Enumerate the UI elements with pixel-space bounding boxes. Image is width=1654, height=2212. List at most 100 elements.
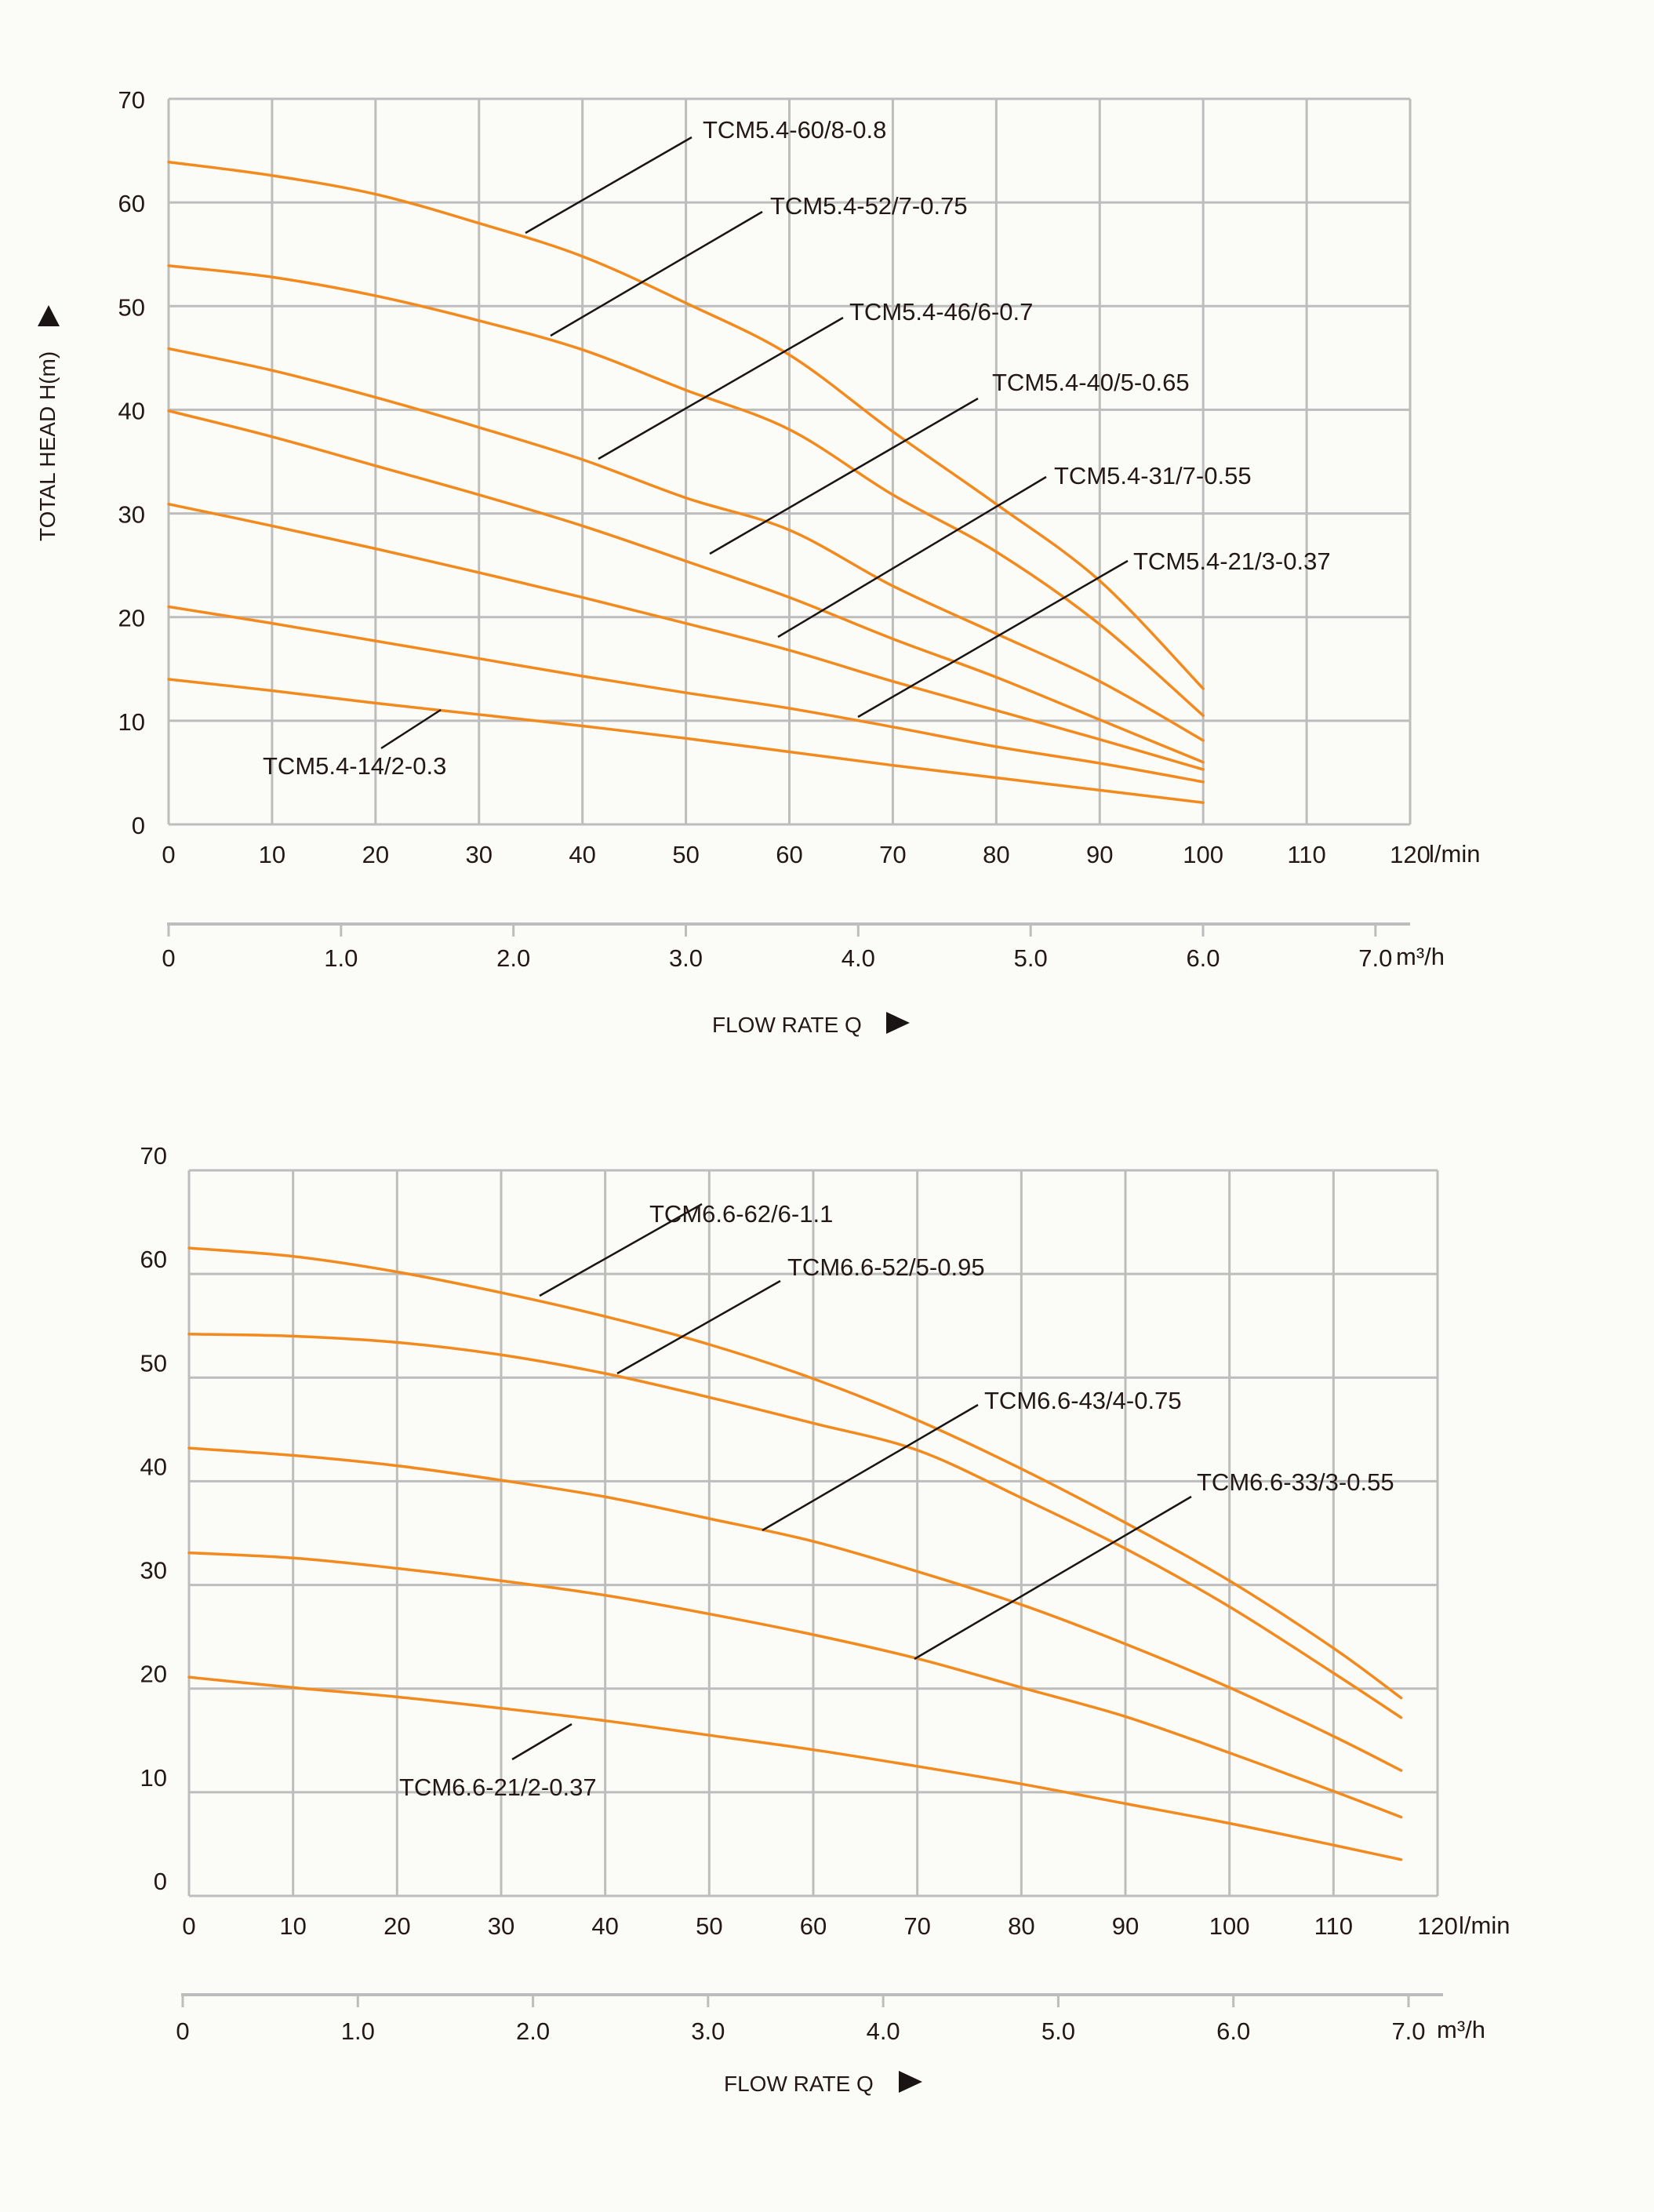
arrow-right-icon [886,1012,910,1034]
curve-label: TCM5.4-46/6-0.7 [849,298,1033,326]
y-tick-label: 40 [140,1453,167,1480]
y-tick-label: 30 [140,1557,167,1584]
y-tick-label: 20 [118,605,145,632]
y-tick-label: 70 [118,86,145,114]
curves [167,160,1205,804]
x-tick-label: 50 [672,841,699,868]
y-tick-label: 10 [140,1764,167,1792]
curve-tcm5-4-14-2-0-3 [167,678,1205,804]
curve-label: TCM6.6-43/4-0.75 [984,1387,1182,1414]
annotations: TCM6.6-62/6-1.1 TCM6.6-52/5-0.95 TCM6.6-43… [399,1200,1394,1801]
curves [187,1246,1403,1861]
curve-tcm5-4-52-7-0-75 [167,264,1205,717]
leader-line [539,1202,703,1297]
secondary-tick-label: 4.0 [842,944,875,972]
leader-line [525,136,692,235]
secondary-tick-label: 1.0 [341,2017,375,2045]
secondary-tick-label: 1.0 [324,944,358,972]
leader-line [914,1495,1192,1661]
x-tick-label: 110 [1287,841,1325,868]
arrow-up-icon [38,305,60,326]
leader-lines [511,1202,1192,1761]
grid [187,1169,1439,1897]
x-tick-label: 120 [1417,1912,1458,1940]
x-tick-label: 60 [776,841,802,868]
y-tick-label: 60 [140,1246,167,1273]
x-tick-label: 40 [569,841,595,868]
curve-tcm5-4-21-3-0-37 [167,605,1205,784]
x-tick-label: 70 [879,841,906,868]
secondary-x-axis: 0 1.0 2.0 3.0 4.0 5.0 6.0 7.0 [176,1993,1443,2045]
x-tick-label: 50 [696,1912,722,1940]
leader-line [762,1403,979,1532]
curve-label: TCM5.4-40/5-0.65 [992,369,1190,396]
curve-label: TCM6.6-52/5-0.95 [787,1253,985,1281]
secondary-tick-label: 3.0 [691,2017,725,2045]
y-tick-labels: 0 10 20 30 40 50 60 70 [118,86,145,839]
y-tick-label: 40 [118,397,145,424]
x-unit-label: l/min [1459,1912,1510,1939]
secondary-unit-label: m³/h [1396,943,1445,970]
x-tick-label: 30 [466,841,493,868]
curve-tcm6-6-62-6-1-1 [187,1246,1403,1700]
leader-line [598,316,844,460]
leader-line [777,475,1047,638]
curve-label: TCM5.4-52/7-0.75 [770,192,968,220]
curve-label: TCM5.4-14/2-0.3 [263,752,446,780]
x-tick-label: 100 [1183,841,1223,868]
x-tick-labels: 0 10 20 30 40 50 60 70 80 90 100 110 120 [162,841,1430,868]
curve-label: TCM5.4-60/8-0.8 [703,116,886,144]
y-tick-label: 30 [118,501,145,529]
chart-tcm5-4: TCM5.4-60/8-0.8 TCM5.4-52/7-0.75 TCM5.4-46… [35,86,1480,1037]
x-tick-label: 80 [1008,1912,1034,1940]
curve-tcm6-6-43-4-0-75 [187,1446,1403,1772]
secondary-x-axis: 0 1.0 2.0 3.0 4.0 5.0 6.0 7.0 [162,922,1410,972]
leader-line [616,1279,781,1375]
secondary-tick-label: 0 [176,2017,189,2045]
curve-label: TCM5.4-21/3-0.37 [1133,548,1331,575]
x-tick-label: 40 [591,1912,618,1940]
y-tick-label: 70 [140,1142,167,1170]
grid [167,97,1412,826]
leader-line [709,397,979,555]
x-tick-label: 20 [384,1912,410,1940]
curve-tcm5-4-40-5-0-65 [167,409,1205,764]
curve-tcm6-6-33-3-0-55 [187,1551,1403,1819]
secondary-tick-label: 0 [162,944,175,972]
x-tick-label: 20 [362,841,389,868]
x-tick-label: 60 [800,1912,827,1940]
curve-tcm6-6-52-5-0-95 [187,1333,1403,1719]
x-tick-label: 10 [279,1912,306,1940]
y-tick-label: 0 [132,812,145,839]
curve-tcm5-4-31-7-0-55 [167,502,1205,771]
x-tick-label: 100 [1209,1912,1250,1940]
leader-line [511,1723,573,1761]
x-tick-label: 120 [1390,841,1430,868]
x-tick-label: 80 [983,841,1009,868]
secondary-tick-label: 2.0 [496,944,530,972]
x-tick-label: 90 [1112,1912,1139,1940]
arrow-right-icon [899,2071,922,2093]
leader-line [550,210,763,337]
y-tick-labels: 0 10 20 30 40 50 60 70 [140,1142,167,1895]
curve-label: TCM6.6-21/2-0.37 [399,1774,597,1801]
secondary-tick-label: 7.0 [1358,944,1392,972]
y-tick-label: 10 [118,708,145,736]
x-tick-labels: 0 10 20 30 40 50 60 70 80 90 100 110 120 [182,1912,1457,1940]
x-unit-label: l/min [1429,840,1480,868]
secondary-unit-label: m³/h [1437,2016,1485,2043]
x-tick-label: 30 [488,1912,514,1940]
x-tick-label: 110 [1314,1912,1353,1940]
x-tick-label: 90 [1086,841,1113,868]
x-tick-label: 0 [162,841,175,868]
x-tick-label: 70 [903,1912,930,1940]
y-tick-label: 50 [118,293,145,321]
curve-label: TCM6.6-62/6-1.1 [649,1200,833,1228]
secondary-tick-label: 6.0 [1186,944,1220,972]
x-tick-label: 10 [259,841,285,868]
secondary-tick-label: 3.0 [669,944,703,972]
leader-line [380,708,442,750]
chart-tcm6-6: TCM6.6-62/6-1.1 TCM6.6-52/5-0.95 TCM6.6-43… [140,1142,1510,2096]
curve-label: TCM6.6-33/3-0.55 [1197,1468,1394,1496]
